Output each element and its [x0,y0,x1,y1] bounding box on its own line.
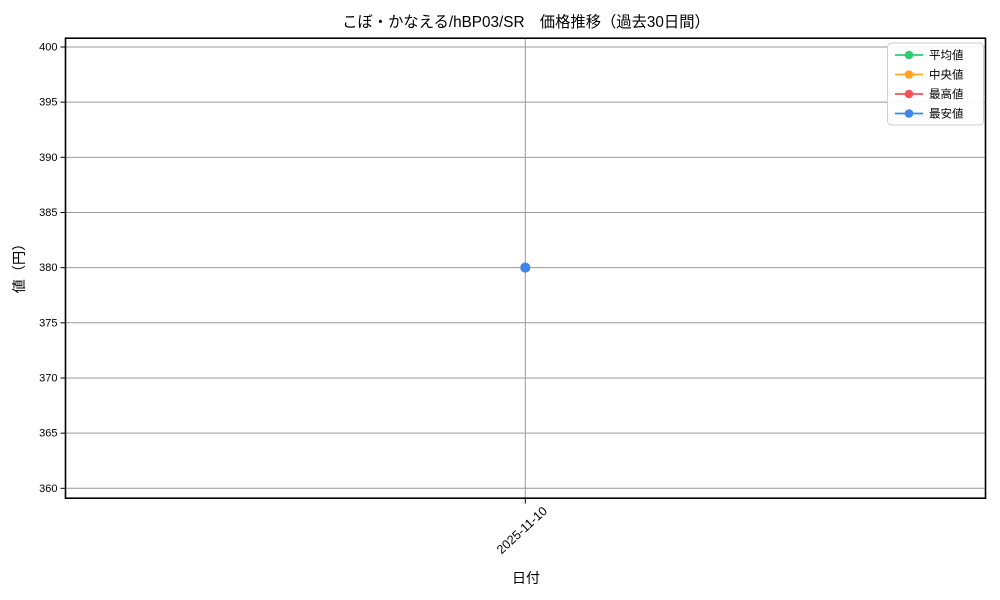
svg-text:360: 360 [39,483,57,495]
svg-text:390: 390 [39,152,57,164]
svg-text:こぼ・かなえる/hBP03/SR 価格推移（過去30日間）: こぼ・かなえる/hBP03/SR 価格推移（過去30日間） [342,14,710,31]
svg-text:平均値: 平均値 [929,49,964,62]
svg-text:375: 375 [39,317,57,329]
svg-text:2025-11-10: 2025-11-10 [494,504,550,557]
svg-text:値（円）: 値（円） [12,237,28,294]
svg-text:365: 365 [39,428,57,440]
svg-text:385: 385 [39,207,57,219]
svg-text:中央値: 中央値 [929,69,964,82]
svg-text:395: 395 [39,97,57,109]
svg-text:最安値: 最安値 [929,107,964,121]
svg-text:380: 380 [39,262,57,274]
svg-text:370: 370 [39,372,57,384]
svg-text:日付: 日付 [512,570,540,586]
svg-text:400: 400 [39,42,57,54]
svg-text:最高値: 最高値 [929,87,964,101]
